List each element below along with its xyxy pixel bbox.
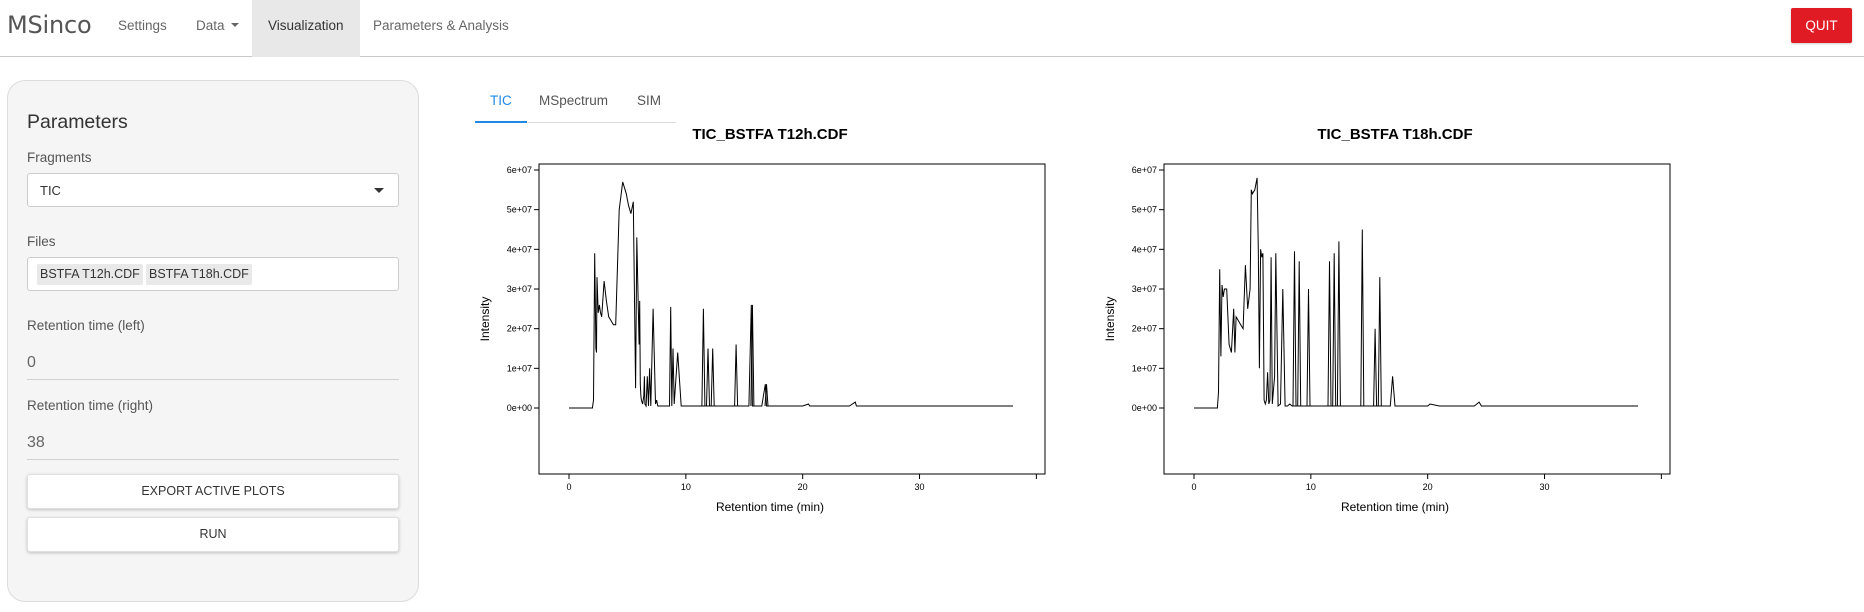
plot-box — [1163, 163, 1671, 475]
app-brand[interactable]: MSinco — [7, 11, 92, 39]
x-tick-label: 30 — [915, 482, 925, 492]
y-tick-label: 4e+07 — [507, 244, 532, 254]
files-input[interactable]: BSTFA T12h.CDF BSTFA T18h.CDF — [27, 257, 399, 291]
y-tick-label: 6e+07 — [1132, 165, 1157, 175]
peak — [750, 304, 755, 407]
x-tick-label: 30 — [1540, 482, 1550, 492]
y-tick-label: 3e+07 — [507, 284, 532, 294]
chart-title: TIC_BSTFA T18h.CDF — [1317, 126, 1472, 143]
y-tick-label: 4e+07 — [1132, 244, 1157, 254]
x-tick-label: 10 — [681, 482, 691, 492]
file-chip[interactable]: BSTFA T12h.CDF — [37, 264, 143, 285]
y-tick-label: 6e+07 — [507, 165, 532, 175]
tic-plot-2: TIC_BSTFA T18h.CDF 0e+00 1e+07 2e+07 3e+07 4e… — [1100, 120, 1720, 520]
peak — [1360, 229, 1365, 407]
peak — [701, 308, 706, 407]
tab-mspectrum[interactable]: MSpectrum — [539, 93, 609, 108]
y-tick-label: 5e+07 — [507, 205, 532, 215]
plot-tabs: TIC MSpectrum SIM — [475, 85, 676, 123]
peak — [1327, 261, 1332, 407]
peak — [1336, 241, 1341, 407]
nav-data[interactable]: Data — [180, 0, 255, 57]
export-plots-button[interactable]: EXPORT ACTIVE PLOTS — [27, 474, 399, 509]
y-tick-label: 1e+07 — [1132, 363, 1157, 373]
chart-svg: TIC_BSTFA T12h.CDF 0e+00 1e+07 2e+07 3e+07 4e… — [478, 126, 1046, 514]
rt-right-value: 38 — [27, 434, 45, 451]
peak — [1306, 288, 1311, 407]
tab-sim[interactable]: SIM — [637, 93, 662, 108]
y-tick-label: 0e+00 — [507, 403, 532, 413]
run-button[interactable]: RUN — [27, 517, 399, 552]
peak — [1297, 261, 1302, 407]
quit-button[interactable]: QUIT — [1791, 8, 1852, 43]
peak — [764, 384, 769, 407]
y-axis-label: Intensity — [1103, 297, 1117, 342]
x-tick-label: 0 — [566, 482, 571, 492]
panel-title: Parameters — [27, 111, 128, 133]
y-tick-label: 2e+07 — [1132, 324, 1157, 334]
chevron-down-icon — [374, 188, 384, 193]
peak — [734, 344, 739, 407]
x-tick-label: 10 — [1306, 482, 1316, 492]
y-tick-label: 3e+07 — [1132, 284, 1157, 294]
tab-tic[interactable]: TIC — [475, 85, 527, 123]
rt-left-value: 0 — [27, 354, 36, 371]
y-tick-label: 1e+07 — [507, 363, 532, 373]
x-axis-label: Retention time (min) — [1341, 500, 1449, 514]
x-tick-label: 20 — [1423, 482, 1433, 492]
rt-left-label: Retention time (left) — [27, 318, 145, 333]
file-chip[interactable]: BSTFA T18h.CDF — [146, 264, 252, 285]
parameters-panel: Parameters Fragments TIC Files BSTFA T12… — [7, 80, 419, 602]
chart-title: TIC_BSTFA T12h.CDF — [692, 126, 847, 143]
nav-visualization[interactable]: Visualization — [252, 0, 360, 57]
y-tick-label: 0e+00 — [1132, 403, 1157, 413]
files-label: Files — [27, 234, 56, 249]
x-tick-label: 0 — [1191, 482, 1196, 492]
peak — [710, 348, 715, 407]
nav-parameters-analysis[interactable]: Parameters & Analysis — [373, 18, 509, 33]
tic-plot-1: TIC_BSTFA T12h.CDF 0e+00 1e+07 2e+07 3e+07 4e… — [475, 120, 1095, 520]
y-axis-label: Intensity — [478, 297, 492, 342]
caret-down-icon — [230, 23, 239, 27]
y-tick-label: 5e+07 — [1132, 205, 1157, 215]
nav-data-label: Data — [196, 18, 225, 33]
peak — [1377, 277, 1382, 407]
chart-svg: TIC_BSTFA T18h.CDF 0e+00 1e+07 2e+07 3e+07 4e… — [1103, 126, 1671, 514]
x-axis-label: Retention time (min) — [716, 500, 824, 514]
peak — [706, 348, 710, 407]
nav-settings[interactable]: Settings — [118, 18, 167, 33]
rt-right-label: Retention time (right) — [27, 398, 154, 413]
fragments-label: Fragments — [27, 150, 92, 165]
rt-left-input[interactable]: 0 — [27, 346, 399, 380]
x-tick-label: 20 — [798, 482, 808, 492]
peak — [1373, 328, 1378, 407]
plot-box — [538, 163, 1046, 475]
peak — [1292, 251, 1297, 407]
y-tick-label: 2e+07 — [507, 324, 532, 334]
rt-right-input[interactable]: 38 — [27, 426, 399, 460]
fragments-value: TIC — [40, 183, 61, 198]
tic-line — [569, 181, 1013, 409]
peak — [1332, 253, 1337, 407]
tic-line — [1194, 177, 1638, 409]
navbar: MSinco Settings Data Visualization Param… — [0, 0, 1864, 57]
fragments-select[interactable]: TIC — [27, 173, 399, 207]
